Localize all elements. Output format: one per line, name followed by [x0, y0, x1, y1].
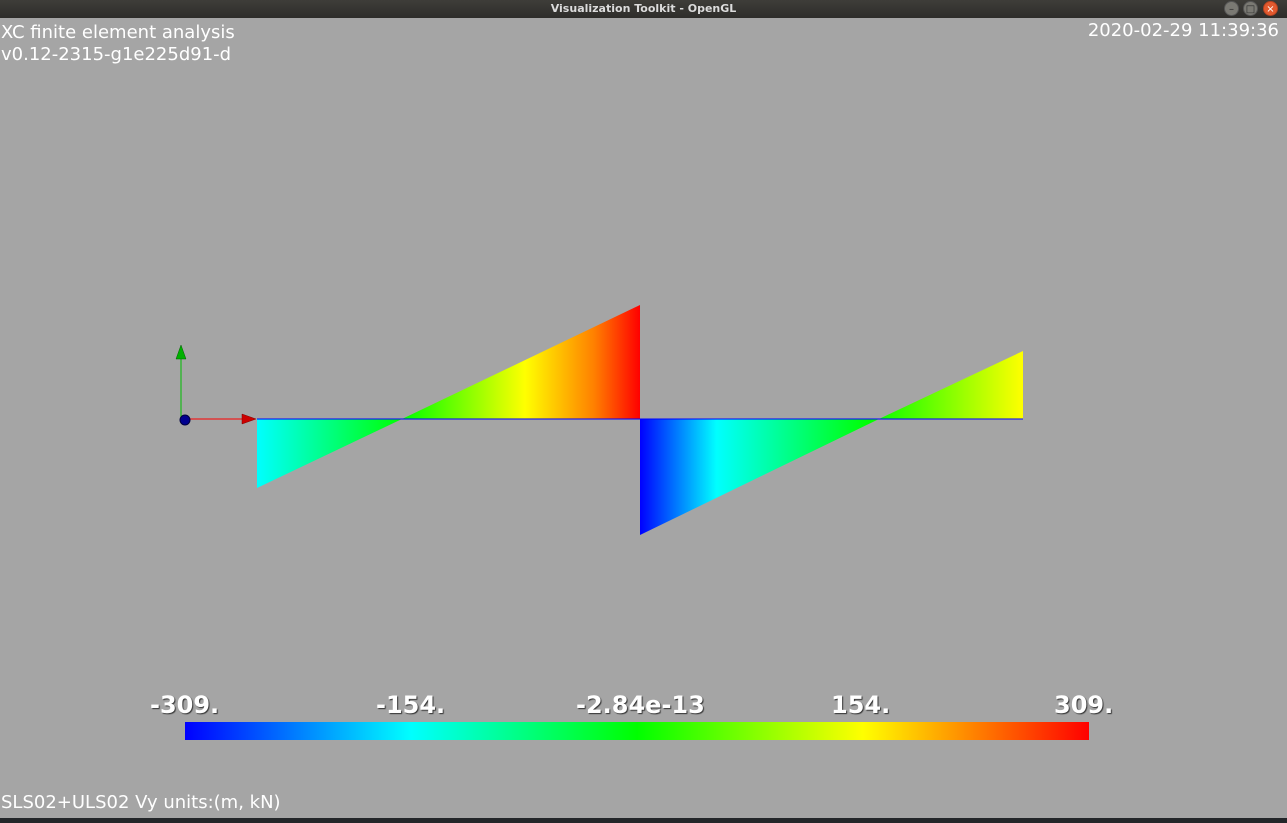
scalar-bar-label-min: -309. [150, 691, 220, 719]
diagram-segment-2-negative [640, 419, 879, 535]
window-title: Visualization Toolkit - OpenGL [550, 2, 737, 15]
scalar-bar-label-q1: -154. [376, 691, 446, 719]
caption-label: SLS02+ULS02 Vy units:(m, kN) [1, 792, 281, 813]
minimize-button[interactable]: – [1224, 1, 1239, 16]
diagram-segment-1-positive [402, 305, 640, 419]
render-viewport[interactable] [0, 18, 1287, 818]
scalar-bar-label-max: 309. [1054, 691, 1114, 719]
timestamp-label: 2020-02-29 11:39:36 [1087, 20, 1279, 41]
diagram-segment-1-negative [257, 419, 402, 488]
diagram-segment-2-positive [879, 351, 1023, 419]
close-button[interactable]: × [1263, 1, 1278, 16]
window-titlebar: Visualization Toolkit - OpenGL – □ × [0, 0, 1287, 18]
scalar-bar-label-mid: -2.84e-13 [576, 691, 705, 719]
axis-y-arrow-icon [175, 344, 187, 360]
app-name-label: XC finite element analysis [1, 22, 235, 43]
scalar-bar [185, 722, 1089, 740]
maximize-button[interactable]: □ [1243, 1, 1258, 16]
version-label: v0.12-2315-g1e225d91-d [1, 44, 232, 65]
scalar-bar-label-q3: 154. [831, 691, 891, 719]
taskbar-strip [0, 818, 1287, 823]
axis-x-arrow-icon [241, 413, 257, 425]
origin-marker-icon [179, 414, 191, 426]
